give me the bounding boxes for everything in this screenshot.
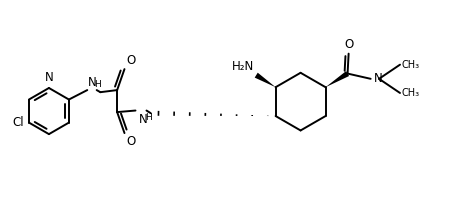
- Text: N: N: [44, 71, 53, 84]
- Text: H₂N: H₂N: [232, 60, 254, 73]
- Text: O: O: [126, 54, 135, 67]
- Polygon shape: [255, 73, 276, 87]
- Text: O: O: [126, 135, 135, 148]
- Text: H: H: [94, 80, 101, 89]
- Text: CH₃: CH₃: [402, 88, 420, 98]
- Text: N: N: [88, 75, 96, 89]
- Text: O: O: [344, 38, 354, 51]
- Text: CH₃: CH₃: [402, 60, 420, 70]
- Text: N: N: [374, 72, 382, 85]
- Text: N: N: [139, 113, 148, 126]
- Text: Cl: Cl: [13, 116, 24, 129]
- Text: H: H: [146, 113, 152, 122]
- Polygon shape: [326, 71, 349, 87]
